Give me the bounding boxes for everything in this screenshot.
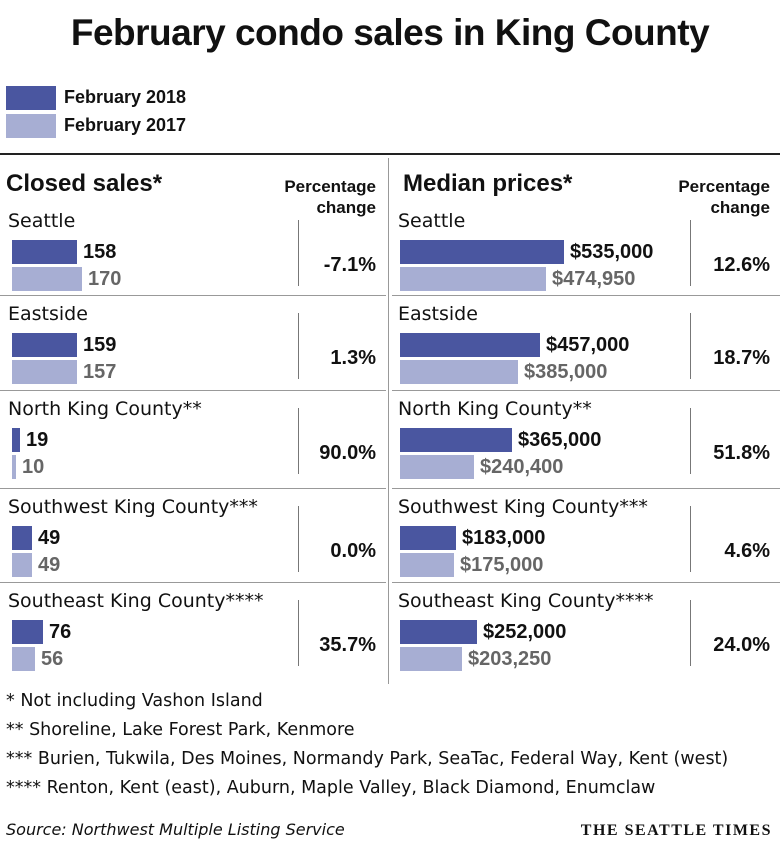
closed-sales-bar-seattle-2018 — [12, 240, 77, 264]
closed-sales-divider-north-king-county — [298, 408, 299, 474]
median-prices-value-southwest-king-county-2018: $183,000 — [462, 527, 546, 549]
median-prices-region-southeast-king-county: Southeast King County**** — [398, 590, 654, 612]
closed-sales-title: Closed sales* — [6, 170, 163, 197]
closed-sales-row-separator — [0, 488, 386, 489]
median-prices-region-eastside: Eastside — [398, 303, 478, 325]
legend-swatch-2018 — [6, 86, 56, 110]
median-prices-bar-southwest-king-county-2018 — [400, 526, 456, 550]
footnote: *** Burien, Tukwila, Des Moines, Normand… — [6, 749, 729, 769]
header-rule — [0, 153, 780, 155]
median-prices-change-southwest-king-county: 4.6% — [724, 540, 770, 562]
closed-sales-region-seattle: Seattle — [8, 210, 76, 232]
median-prices-region-seattle: Seattle — [398, 210, 466, 232]
closed-sales-bar-eastside-2018 — [12, 333, 77, 357]
closed-sales-change-southeast-king-county: 35.7% — [319, 634, 376, 656]
median-prices-value-eastside-2017: $385,000 — [524, 361, 608, 383]
closed-sales-bar-north-king-county-2017 — [12, 455, 16, 479]
median-prices-value-southwest-king-county-2017: $175,000 — [460, 554, 544, 576]
median-prices-row-separator — [392, 390, 780, 391]
closed-sales-value-southwest-king-county-2017: 49 — [38, 554, 61, 576]
median-prices-divider-southwest-king-county — [690, 506, 691, 572]
footnote: * Not including Vashon Island — [6, 691, 263, 711]
closed-sales-divider-seattle — [298, 220, 299, 286]
median-prices-row-separator — [392, 295, 780, 296]
closed-sales-value-eastside-2018: 159 — [83, 334, 117, 356]
median-prices-value-eastside-2018: $457,000 — [546, 334, 630, 356]
closed-sales-region-north-king-county: North King County** — [8, 398, 202, 420]
median-prices-change-seattle: 12.6% — [713, 254, 770, 276]
closed-sales-change-header: Percentage change — [284, 177, 376, 217]
closed-sales-value-seattle-2017: 170 — [88, 268, 122, 290]
closed-sales-region-eastside: Eastside — [8, 303, 88, 325]
median-prices-bar-north-king-county-2018 — [400, 428, 512, 452]
median-prices-bar-eastside-2018 — [400, 333, 540, 357]
median-prices-value-north-king-county-2017: $240,400 — [480, 456, 564, 478]
publisher-credit: THE SEATTLE TIMES — [580, 822, 772, 839]
median-prices-region-north-king-county: North King County** — [398, 398, 592, 420]
closed-sales-divider-southwest-king-county — [298, 506, 299, 572]
median-prices-value-north-king-county-2018: $365,000 — [518, 429, 602, 451]
median-prices-value-seattle-2017: $474,950 — [552, 268, 636, 290]
closed-sales-bar-southeast-king-county-2017 — [12, 647, 35, 671]
median-prices-value-seattle-2018: $535,000 — [570, 241, 654, 263]
closed-sales-bar-southeast-king-county-2018 — [12, 620, 43, 644]
median-prices-change-southeast-king-county: 24.0% — [713, 634, 770, 656]
median-prices-region-southwest-king-county: Southwest King County*** — [398, 496, 648, 518]
median-prices-divider-seattle — [690, 220, 691, 286]
closed-sales-value-southwest-king-county-2018: 49 — [38, 527, 61, 549]
median-prices-bar-north-king-county-2017 — [400, 455, 474, 479]
median-prices-value-southeast-king-county-2018: $252,000 — [483, 621, 567, 643]
median-prices-bar-eastside-2017 — [400, 360, 518, 384]
closed-sales-value-southeast-king-county-2017: 56 — [41, 648, 64, 670]
median-prices-divider-north-king-county — [690, 408, 691, 474]
median-prices-bar-southeast-king-county-2018 — [400, 620, 477, 644]
closed-sales-bar-southwest-king-county-2018 — [12, 526, 32, 550]
closed-sales-region-southeast-king-county: Southeast King County**** — [8, 590, 264, 612]
closed-sales-bar-southwest-king-county-2017 — [12, 553, 32, 577]
median-prices-bar-southwest-king-county-2017 — [400, 553, 454, 577]
median-prices-row-separator — [392, 488, 780, 489]
closed-sales-bar-seattle-2017 — [12, 267, 82, 291]
closed-sales-region-southwest-king-county: Southwest King County*** — [8, 496, 258, 518]
median-prices-divider-southeast-king-county — [690, 600, 691, 666]
median-prices-bar-southeast-king-county-2017 — [400, 647, 462, 671]
closed-sales-value-southeast-king-county-2018: 76 — [49, 621, 72, 643]
median-prices-value-southeast-king-county-2017: $203,250 — [468, 648, 552, 670]
closed-sales-row-separator — [0, 295, 386, 296]
legend-label-2017: February 2017 — [64, 115, 187, 135]
median-prices-change-eastside: 18.7% — [713, 347, 770, 369]
closed-sales-value-eastside-2017: 157 — [83, 361, 117, 383]
closed-sales-divider-eastside — [298, 313, 299, 379]
closed-sales-change-southwest-king-county: 0.0% — [330, 540, 376, 562]
closed-sales-divider-southeast-king-county — [298, 600, 299, 666]
median-prices-change-north-king-county: 51.8% — [713, 442, 770, 464]
closed-sales-change-eastside: 1.3% — [330, 347, 376, 369]
legend-label-2018: February 2018 — [64, 87, 187, 107]
closed-sales-bar-north-king-county-2018 — [12, 428, 20, 452]
footnote: ** Shoreline, Lake Forest Park, Kenmore — [6, 720, 355, 740]
closed-sales-value-north-king-county-2017: 10 — [22, 456, 45, 478]
median-prices-bar-seattle-2017 — [400, 267, 546, 291]
footnote: **** Renton, Kent (east), Auburn, Maple … — [6, 778, 656, 798]
closed-sales-value-seattle-2018: 158 — [83, 241, 117, 263]
median-prices-title: Median prices* — [403, 170, 573, 197]
median-prices-change-header: Percentage change — [678, 177, 770, 217]
closed-sales-change-seattle: -7.1% — [323, 254, 376, 276]
closed-sales-row-separator — [0, 390, 386, 391]
source-note: Source: Northwest Multiple Listing Servi… — [6, 820, 345, 839]
chart-title: February condo sales in King County — [70, 12, 710, 53]
closed-sales-row-separator — [0, 582, 386, 583]
closed-sales-change-north-king-county: 90.0% — [319, 442, 376, 464]
legend-swatch-2017 — [6, 114, 56, 138]
closed-sales-bar-eastside-2017 — [12, 360, 77, 384]
median-prices-bar-seattle-2018 — [400, 240, 564, 264]
median-prices-divider-eastside — [690, 313, 691, 379]
closed-sales-value-north-king-county-2018: 19 — [26, 429, 49, 451]
median-prices-row-separator — [392, 582, 780, 583]
column-divider — [388, 158, 389, 684]
